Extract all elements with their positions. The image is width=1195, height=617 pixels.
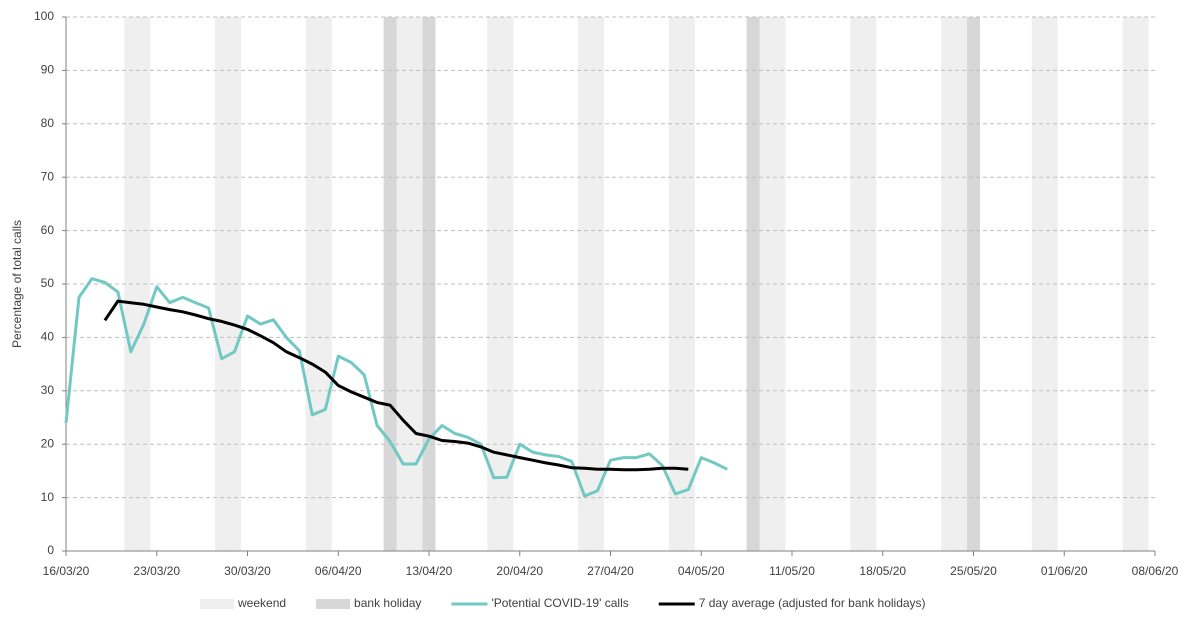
x-tick-label: 30/03/20 (224, 564, 271, 578)
legend-label: 'Potential COVID-19' calls (491, 596, 628, 610)
y-tick-label: 40 (41, 330, 55, 344)
x-tick-label: 04/05/20 (678, 564, 725, 578)
y-tick-label: 30 (41, 383, 55, 397)
y-tick-label: 80 (41, 116, 55, 130)
shaded-day (1122, 17, 1136, 551)
shaded-day (591, 17, 605, 551)
shaded-day (1135, 17, 1149, 551)
y-tick-label: 50 (41, 276, 55, 290)
y-tick-label: 0 (47, 543, 54, 557)
x-tick-label: 27/04/20 (587, 564, 634, 578)
shaded-day (941, 17, 955, 551)
legend-swatch (316, 599, 351, 609)
y-tick-label: 20 (41, 436, 55, 450)
x-tick-label: 25/05/20 (950, 564, 997, 578)
y-tick-label: 60 (41, 223, 55, 237)
legend-swatch (200, 599, 234, 609)
shaded-day (422, 17, 436, 551)
x-tick-label: 16/03/20 (43, 564, 90, 578)
labels-layer: 0 10 20 30 40 50 60 70 80 90 100 16/03/20 23/03/20 30… (34, 9, 1179, 610)
shaded-day (500, 17, 514, 551)
legend-label: bank holiday (354, 596, 421, 610)
shaded-day (772, 17, 786, 551)
x-tick-label: 01/06/20 (1041, 564, 1088, 578)
x-tick-label: 08/06/20 (1132, 564, 1179, 578)
shaded-day (863, 17, 877, 551)
series-line (103, 299, 689, 472)
shaded-day (1031, 17, 1045, 551)
legend-label: 7 day average (adjusted for bank holiday… (699, 596, 926, 610)
x-tick-label: 20/04/20 (496, 564, 543, 578)
x-tick-label: 13/04/20 (406, 564, 453, 578)
x-tick-label: 06/04/20 (315, 564, 362, 578)
x-tick-label: 11/05/20 (769, 564, 815, 578)
shaded-day (850, 17, 864, 551)
y-tick-label: 10 (41, 490, 55, 504)
y-axis-label: Percentage of total calls (10, 220, 24, 348)
x-tick-label: 18/05/20 (859, 564, 906, 578)
shaded-day (1044, 17, 1058, 551)
shaded-day (954, 17, 968, 551)
shaded-day (967, 17, 980, 551)
lines-layer (64, 277, 728, 498)
x-tick-label: 23/03/20 (133, 564, 180, 578)
series-line (64, 277, 728, 498)
y-tick-label: 70 (41, 169, 55, 183)
grid-layer (62, 16, 1156, 556)
legend-label: weekend (237, 596, 286, 610)
y-tick-label: 100 (34, 9, 54, 23)
y-tick-label: 90 (41, 63, 55, 77)
shaded-day (681, 17, 695, 551)
